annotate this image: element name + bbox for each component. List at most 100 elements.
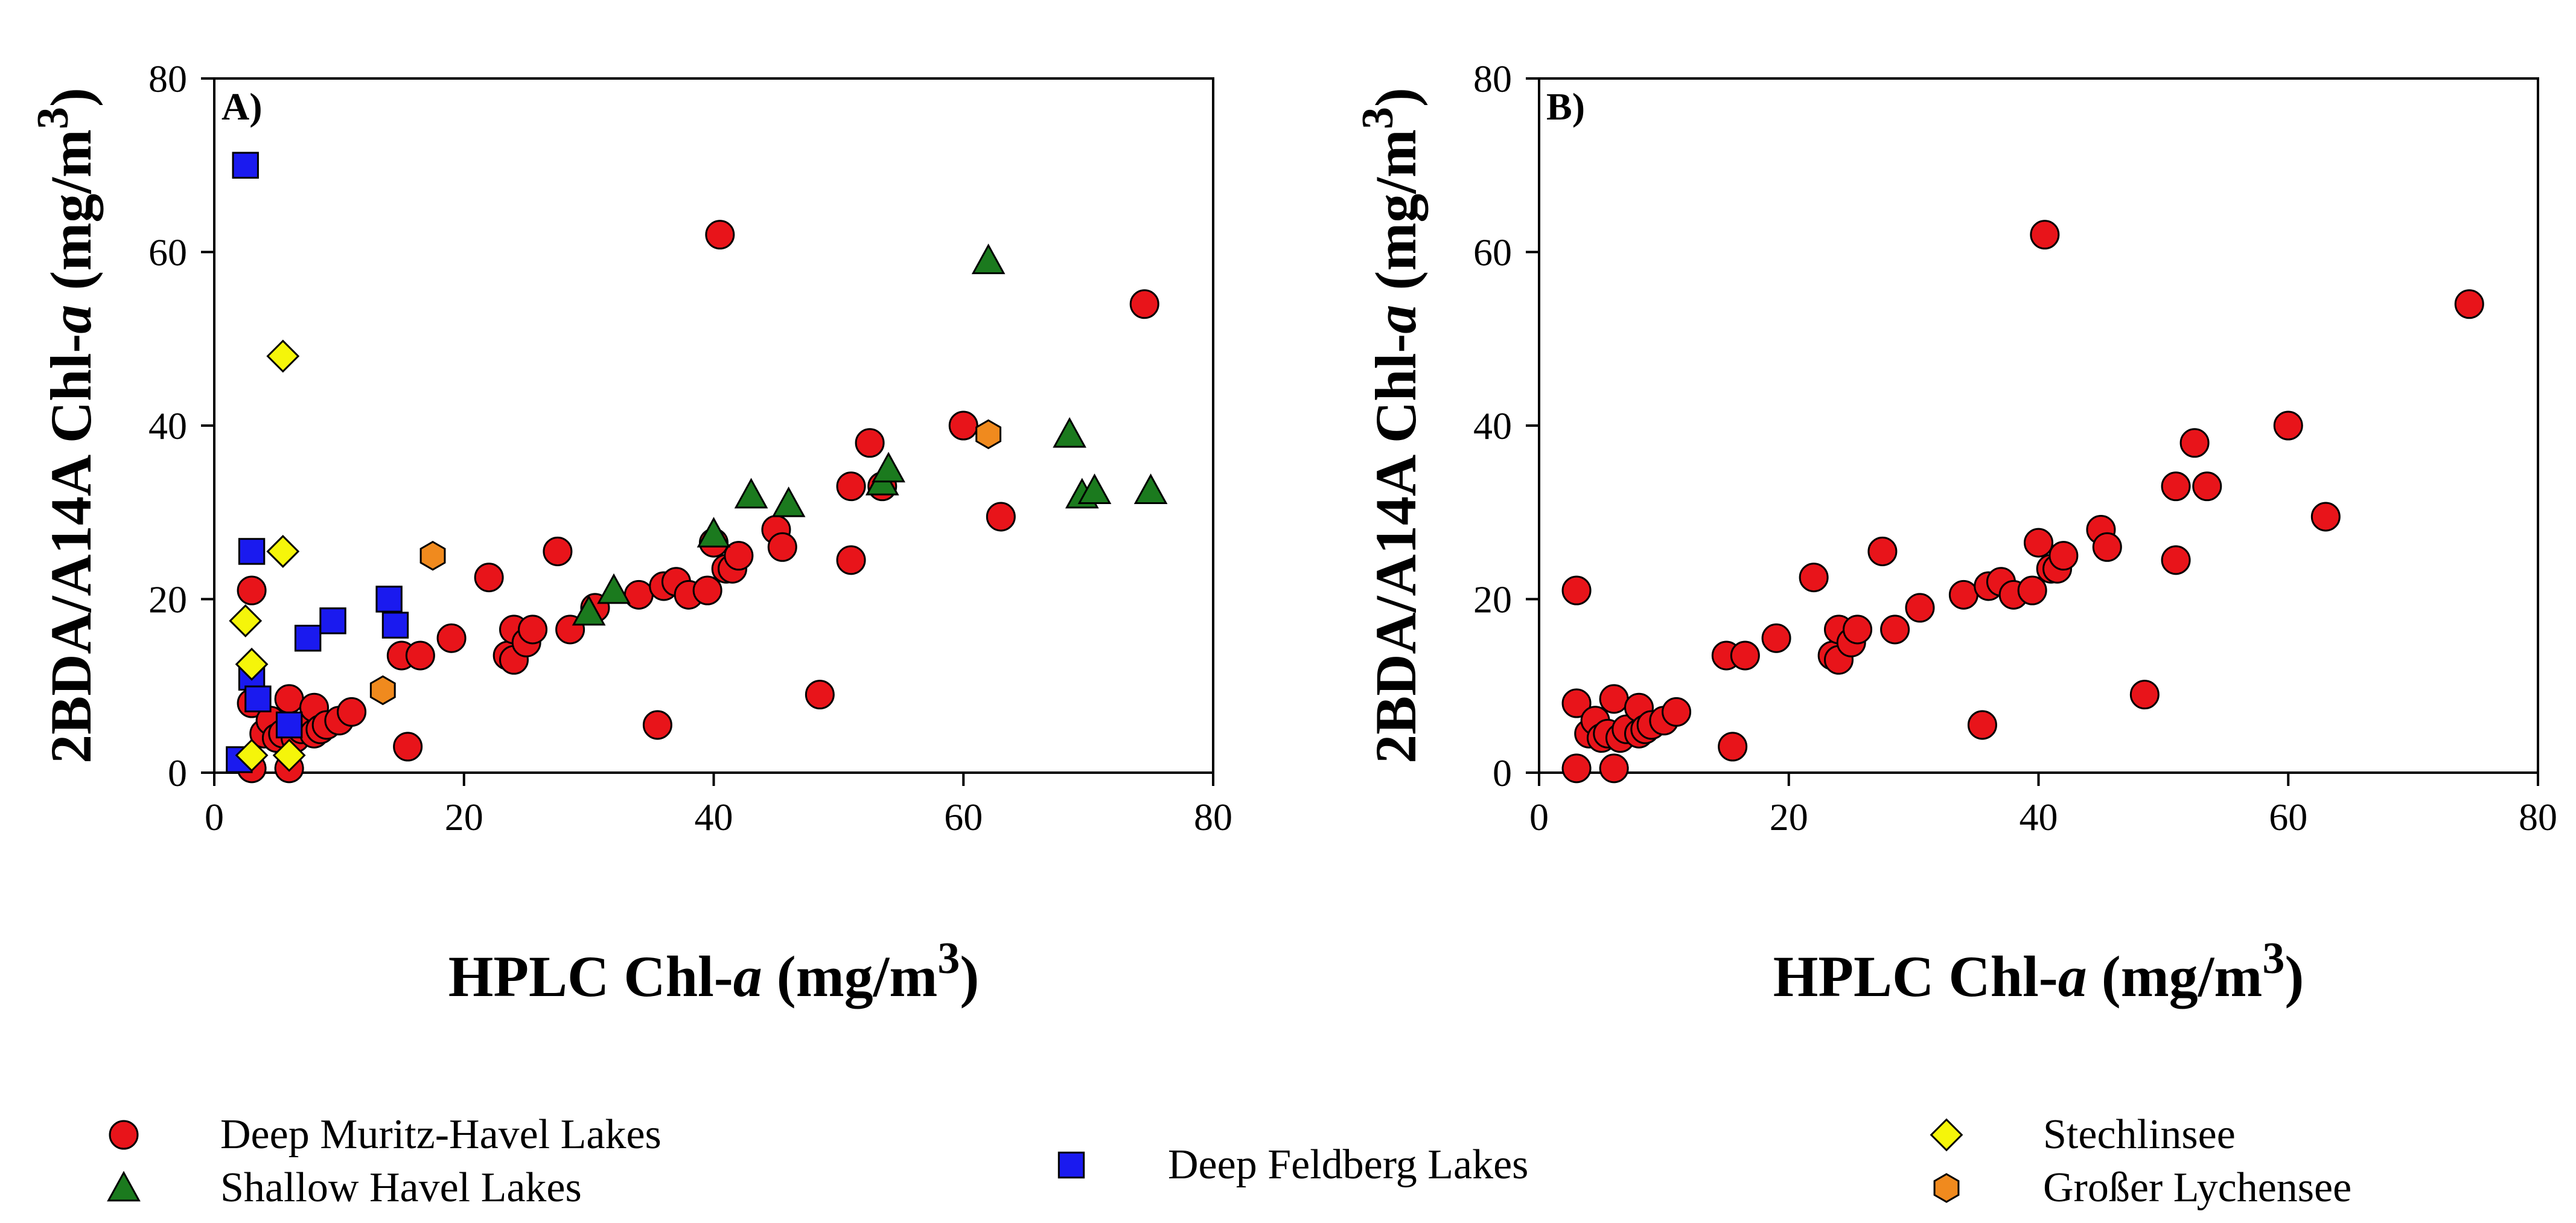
point-deep-muritz-havel-lakes xyxy=(2310,502,2341,532)
point-deep-muritz-havel-lakes xyxy=(393,732,423,762)
point-shallow-havel-lakes xyxy=(734,477,768,509)
point-deep-muritz-havel-lakes xyxy=(1129,289,1159,319)
x-axis-title-a: HPLC Chl-a (mg/m3) xyxy=(448,934,980,1009)
point-deep-muritz-havel-lakes xyxy=(724,541,754,571)
legend-label-shallow-havel-lakes: Shallow Havel Lakes xyxy=(220,1164,582,1211)
point-stechlinsee xyxy=(235,738,269,772)
x-tick-label-b: 40 xyxy=(2020,796,2058,838)
legend-label-deep-muritz-havel-lakes: Deep Muritz-Havel Lakes xyxy=(220,1111,662,1158)
point-deep-muritz-havel-lakes xyxy=(237,575,267,605)
x-tick-label-b: 60 xyxy=(2269,796,2307,838)
point-deep-muritz-havel-lakes xyxy=(623,580,654,610)
point-deep-muritz-havel-lakes xyxy=(2161,545,2191,575)
x-tick-label-b: 20 xyxy=(1770,796,1808,838)
point-deep-muritz-havel-lakes xyxy=(543,536,573,566)
point-deep-muritz-havel-lakes xyxy=(1967,710,1997,740)
y-axis-title-a-part: 2BDA/A14A Chl- xyxy=(39,334,103,764)
point-stechlinsee xyxy=(272,738,306,772)
y-ticks-b: 0 20 40 60 80 xyxy=(1473,57,1539,794)
y-tick-label-b: 80 xyxy=(1473,57,1512,100)
legend-label-stechlinsee: Stechlinsee xyxy=(2043,1111,2236,1158)
y-axis-title-a-unit: (mg/m xyxy=(39,129,103,305)
y-axis-title-a-superscript: 3 xyxy=(28,107,78,129)
plot-frame-b xyxy=(1538,77,2539,774)
point-deep-feldberg-lakes xyxy=(375,586,403,613)
y-tick-label-b: 60 xyxy=(1473,231,1512,274)
point-deep-muritz-havel-lakes xyxy=(642,710,672,740)
x-axis-title-b-unit: (mg/m xyxy=(2087,944,2263,1009)
point-deep-muritz-havel-lakes xyxy=(2092,532,2122,562)
legend-marker-shallow-havel-lakes xyxy=(107,1170,141,1202)
point-deep-muritz-havel-lakes xyxy=(2192,471,2222,502)
point-deep-muritz-havel-lakes xyxy=(836,545,866,575)
point-deep-feldberg-lakes xyxy=(238,538,266,565)
point-stechlinsee xyxy=(229,604,263,637)
y-axis-title-b-close: ) xyxy=(1363,88,1428,107)
point-deep-feldberg-lakes xyxy=(232,152,259,179)
point-deep-muritz-havel-lakes xyxy=(2161,471,2191,502)
point-deep-muritz-havel-lakes xyxy=(2179,428,2210,458)
point-deep-muritz-havel-lakes xyxy=(337,697,367,727)
panel-label-a: A) xyxy=(222,85,263,128)
x-ticks-b: 0 20 40 60 80 xyxy=(1529,773,2557,838)
point-grosser-lychensee xyxy=(975,419,1002,450)
y-ticks-a: 0 20 40 60 80 xyxy=(148,57,214,794)
point-stechlinsee xyxy=(266,339,300,373)
x-axis-title-b-italic: a xyxy=(2058,944,2087,1009)
point-grosser-lychensee xyxy=(369,675,396,706)
point-stechlinsee xyxy=(266,535,300,568)
point-shallow-havel-lakes xyxy=(872,452,905,483)
x-axis-title-a-superscript: 3 xyxy=(937,934,960,983)
point-deep-muritz-havel-lakes xyxy=(1799,563,1829,593)
legend-marker-grosser-lychensee xyxy=(1933,1173,1960,1203)
y-tick-label-a: 20 xyxy=(148,578,187,621)
x-ticks-a: 0 20 40 60 80 xyxy=(205,773,1232,838)
point-deep-muritz-havel-lakes xyxy=(805,680,835,710)
x-axis-title-b-superscript: 3 xyxy=(2262,934,2284,983)
point-shallow-havel-lakes xyxy=(771,486,806,517)
point-deep-muritz-havel-lakes xyxy=(1761,623,1791,653)
y-tick-label-b: 40 xyxy=(1473,404,1512,447)
x-axis-title-b: HPLC Chl-a (mg/m3) xyxy=(1773,934,2304,1009)
point-deep-muritz-havel-lakes xyxy=(436,623,467,653)
point-deep-muritz-havel-lakes xyxy=(2024,528,2053,558)
point-deep-muritz-havel-lakes xyxy=(1599,684,1629,714)
point-deep-feldberg-lakes xyxy=(275,711,303,739)
point-deep-muritz-havel-lakes xyxy=(2454,289,2484,319)
point-deep-muritz-havel-lakes xyxy=(1948,580,1978,610)
point-deep-muritz-havel-lakes xyxy=(1730,640,1760,671)
x-tick-label-b: 80 xyxy=(2519,796,2557,838)
point-shallow-havel-lakes xyxy=(1133,473,1168,505)
point-deep-muritz-havel-lakes xyxy=(948,410,978,441)
data-points-a xyxy=(226,152,1168,784)
y-tick-label-a: 40 xyxy=(148,404,187,447)
point-deep-muritz-havel-lakes xyxy=(1662,697,1692,727)
point-shallow-havel-lakes xyxy=(597,573,631,604)
point-deep-muritz-havel-lakes xyxy=(1880,615,1910,645)
point-stechlinsee xyxy=(235,647,269,681)
point-deep-muritz-havel-lakes xyxy=(405,640,435,671)
y-axis-title-a: 2BDA/A14A Chl-a (mg/m3) xyxy=(28,88,103,764)
point-deep-muritz-havel-lakes xyxy=(1718,732,1748,762)
legend-label-grosser-lychensee: Großer Lychensee xyxy=(2043,1164,2351,1211)
x-axis-title-a-unit: (mg/m xyxy=(762,944,938,1009)
legend-marker-deep-muritz-havel-lakes xyxy=(109,1120,139,1150)
point-deep-muritz-havel-lakes xyxy=(986,502,1016,532)
point-deep-muritz-havel-lakes xyxy=(855,428,885,458)
point-deep-feldberg-lakes xyxy=(294,624,322,652)
point-deep-muritz-havel-lakes xyxy=(2017,575,2047,605)
point-deep-muritz-havel-lakes xyxy=(692,575,722,605)
x-axis-title-b-close: ) xyxy=(2284,944,2304,1009)
y-tick-label-a: 60 xyxy=(148,231,187,274)
point-deep-muritz-havel-lakes xyxy=(1561,753,1592,784)
point-deep-muritz-havel-lakes xyxy=(1561,575,1592,605)
y-tick-label-b: 0 xyxy=(1493,752,1512,794)
point-deep-muritz-havel-lakes xyxy=(2048,541,2079,571)
y-axis-title-b-unit: (mg/m xyxy=(1363,129,1428,305)
point-deep-feldberg-lakes xyxy=(381,612,409,639)
point-deep-muritz-havel-lakes xyxy=(1905,593,1935,623)
point-deep-muritz-havel-lakes xyxy=(2273,410,2303,441)
point-shallow-havel-lakes xyxy=(697,517,731,548)
